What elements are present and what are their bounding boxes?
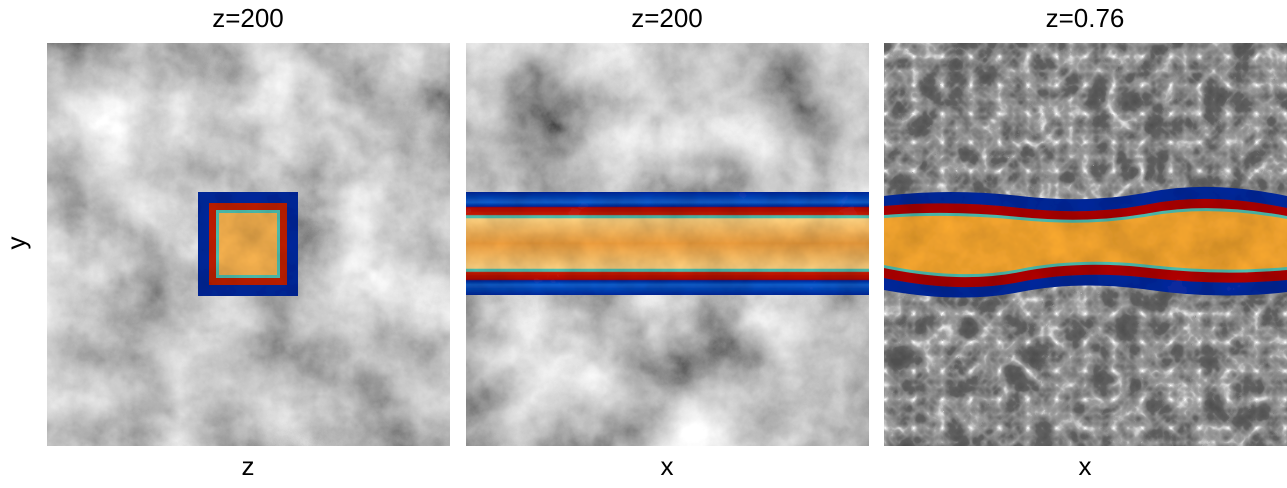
x-axis-label: x <box>661 451 674 481</box>
overlay <box>198 192 298 296</box>
y-axis-label: y <box>1 237 31 250</box>
x-axis-label: x <box>1079 451 1092 481</box>
panel-title: z=200 <box>212 3 284 33</box>
panel-title: z=0.76 <box>1046 3 1125 33</box>
x-axis-label: z <box>242 451 255 481</box>
panel-title: z=200 <box>631 3 703 33</box>
overlay <box>884 186 1287 298</box>
overlay <box>466 192 869 295</box>
